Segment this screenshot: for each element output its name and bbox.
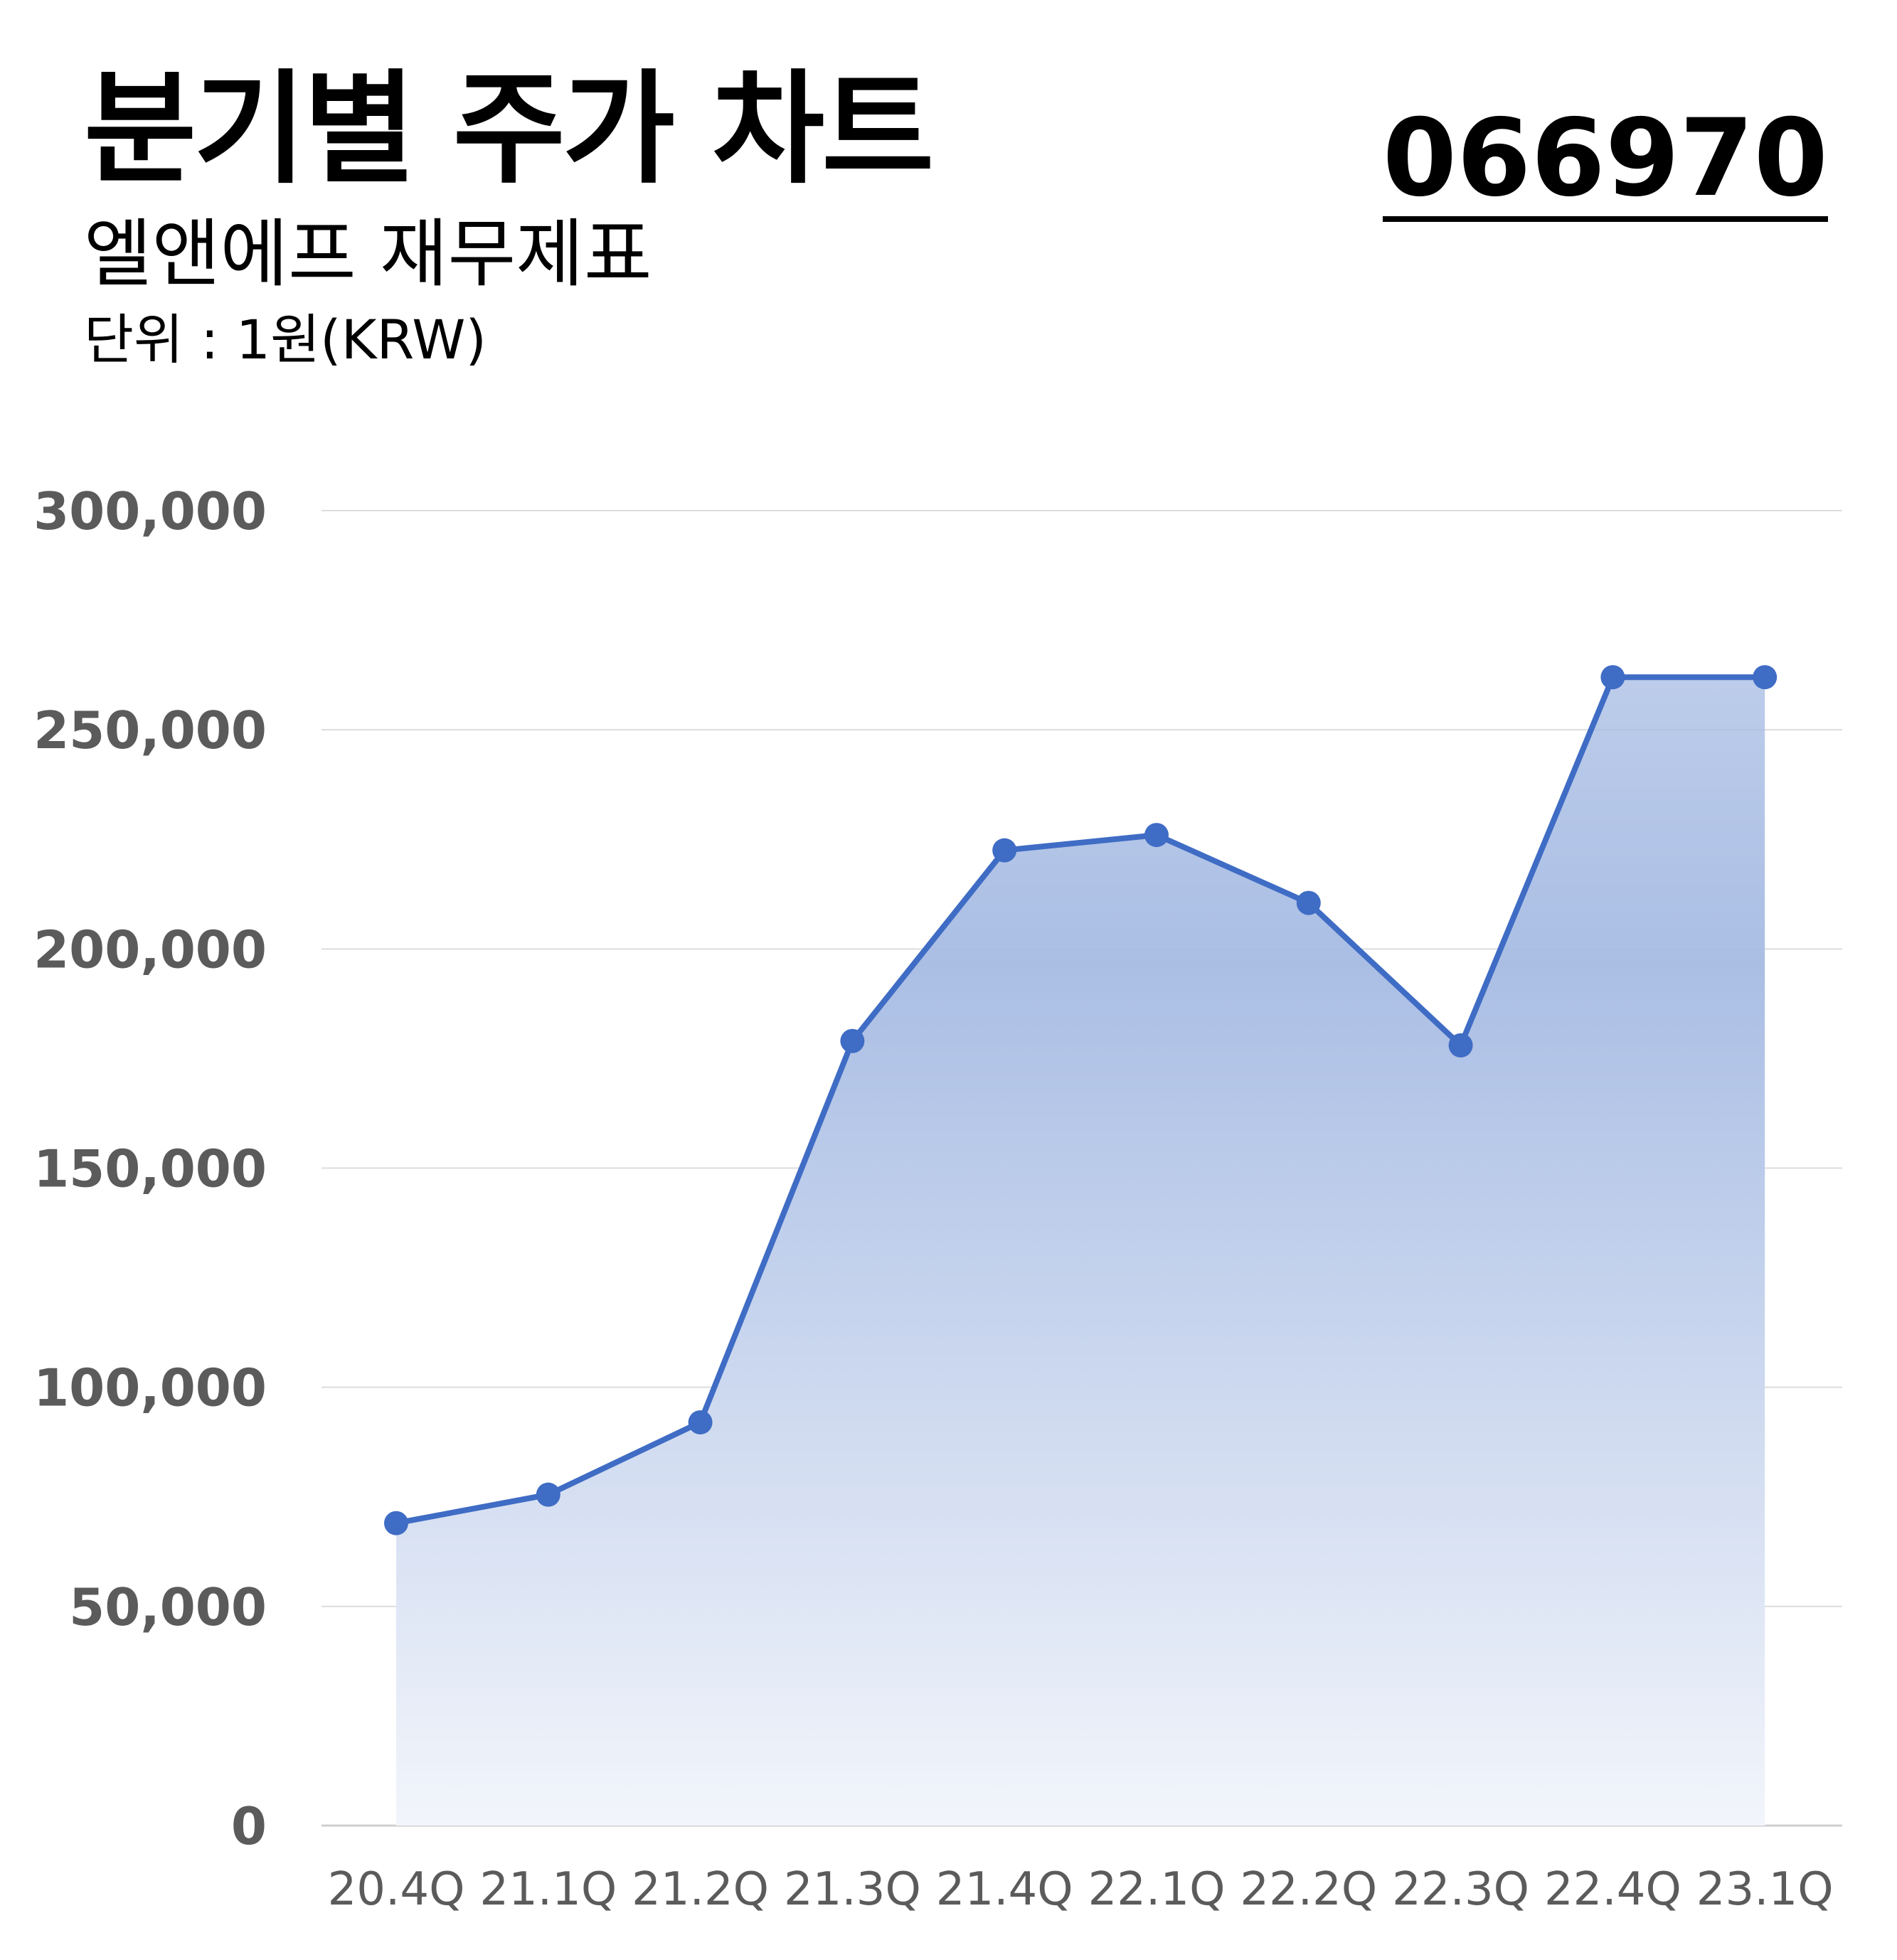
y-tick-label: 200,000 (33, 920, 267, 979)
data-point (536, 1482, 560, 1507)
area-fill-group (396, 677, 1765, 1826)
x-tick-label: 21.3Q (784, 1863, 921, 1916)
markers-group (384, 665, 1778, 1535)
data-point (688, 1410, 713, 1434)
x-tick-label: 21.4Q (936, 1863, 1073, 1916)
chart-subtitle: 엘앤에프 재무제표 (84, 211, 652, 297)
y-tick-label: 300,000 (33, 481, 267, 541)
y-tick-label: 100,000 (33, 1358, 267, 1418)
y-tick-label: 150,000 (33, 1139, 267, 1199)
data-point (1753, 665, 1778, 690)
data-point (840, 1028, 865, 1053)
y-tick-label: 50,000 (69, 1577, 267, 1637)
x-axis: 20.4Q 21.1Q 21.2Q 21.3Q 21.4Q 22.1Q 22.2Q 22.3Q… (328, 1863, 1834, 1916)
x-tick-label: 20.4Q (328, 1863, 465, 1916)
y-tick-label: 0 (231, 1796, 267, 1856)
x-tick-label: 22.4Q (1544, 1863, 1681, 1916)
chart-title: 분기별 주가 차트 (84, 58, 934, 201)
data-point (1600, 665, 1625, 690)
y-axis: 0 50,000 100,000 150,000 200,000 250,000 300,0… (33, 481, 267, 1856)
x-tick-label: 21.1Q (479, 1863, 617, 1916)
data-point (1144, 823, 1169, 848)
x-tick-label: 22.1Q (1088, 1863, 1226, 1916)
data-point (1296, 890, 1321, 915)
unit-label: 단위 : 1원(KRW) (84, 308, 487, 371)
line-group (393, 674, 1768, 1526)
data-point (1448, 1033, 1473, 1058)
x-tick-label: 22.2Q (1240, 1863, 1377, 1916)
y-tick-label: 250,000 (33, 701, 267, 760)
data-point (384, 1511, 408, 1535)
x-tick-label: 23.1Q (1696, 1863, 1834, 1916)
x-tick-label: 21.2Q (632, 1863, 769, 1916)
series-line (393, 674, 1768, 1526)
data-point (992, 838, 1017, 863)
x-tick-label: 22.3Q (1392, 1863, 1529, 1916)
stock-code: 066970 (1382, 97, 1828, 222)
area-fill (396, 677, 1765, 1826)
